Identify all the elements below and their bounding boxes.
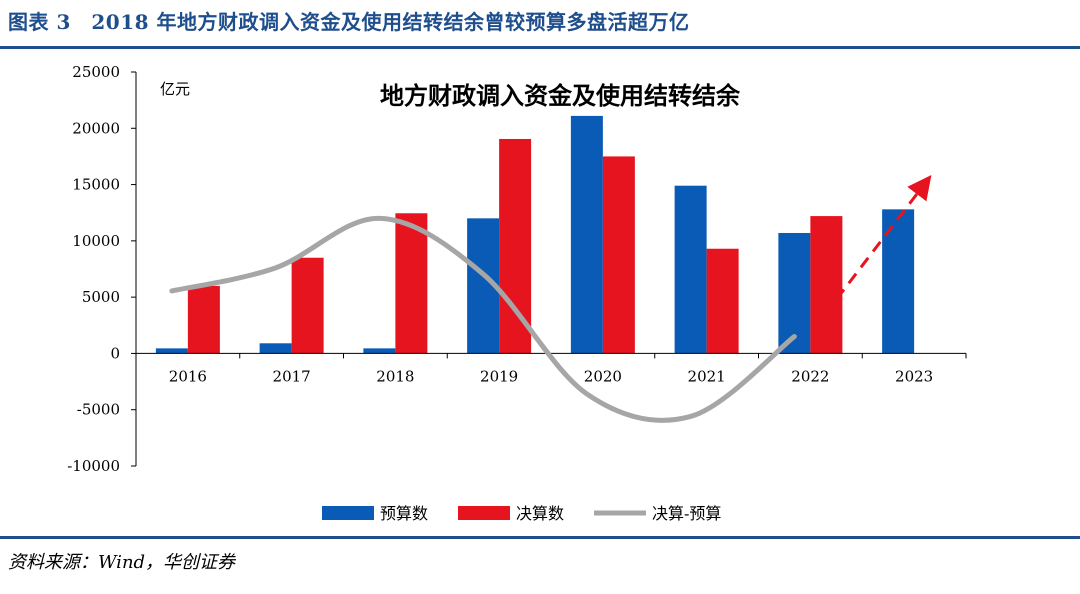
y-tick-label: 0 [110, 344, 120, 362]
source-note: 资料来源：Wind，华创证券 [8, 552, 236, 573]
x-tick-label: 2018 [376, 367, 414, 385]
budget-bar [155, 348, 188, 354]
final-bar [706, 248, 739, 354]
x-tick-label: 2019 [480, 367, 518, 385]
budget-bar [570, 115, 603, 354]
y-tick-label: 25000 [72, 63, 120, 81]
final-bar [187, 285, 220, 354]
final-bar [602, 156, 635, 354]
legend-budget-swatch [322, 506, 374, 520]
y-tick-label: -5000 [77, 401, 120, 419]
legend: 预算数 决算数 决算-预算 [322, 504, 721, 523]
chart: 25000 20000 15000 10000 5000 0 -5000 -10000 201… [67, 63, 967, 523]
final-bar [291, 257, 324, 354]
diff-line-group [169, 175, 932, 423]
budget-bar [363, 348, 396, 354]
legend-final-label: 决算数 [516, 504, 564, 523]
y-axis: 25000 20000 15000 10000 5000 0 -5000 -10000 [67, 63, 137, 475]
unit-label: 亿元 [160, 80, 190, 98]
y-tick-label: 20000 [72, 119, 120, 137]
final-bar [395, 213, 428, 354]
budget-bar [674, 185, 707, 354]
x-tick-label: 2020 [584, 367, 622, 385]
budget-bar [259, 343, 292, 354]
budget-bar [778, 232, 811, 354]
final-bar [810, 216, 843, 354]
chart-title: 地方财政调入资金及使用结转结余 [380, 81, 741, 110]
diff-line [169, 215, 797, 423]
final-bar [499, 138, 532, 354]
x-tick-label: 2021 [688, 367, 726, 385]
y-tick-label: -10000 [67, 457, 120, 475]
legend-budget-label: 预算数 [380, 504, 428, 523]
x-tick-label: 2017 [273, 367, 311, 385]
legend-diff-label: 决算-预算 [652, 504, 721, 523]
x-tick-label: 2016 [169, 367, 207, 385]
x-tick-label: 2022 [791, 367, 829, 385]
y-tick-label: 15000 [72, 176, 120, 194]
bottom-rule [0, 536, 1080, 539]
projection-arrow [811, 175, 932, 332]
y-tick-label: 10000 [72, 232, 120, 250]
y-tick-label: 5000 [82, 288, 120, 306]
bars [155, 115, 915, 354]
top-rule [0, 46, 1080, 49]
figure-title: 图表 3 2018 年地方财政调入资金及使用结转结余曾较预算多盘活超万亿 [8, 10, 690, 34]
x-tick-label: 2023 [895, 367, 933, 385]
legend-final-swatch [458, 506, 510, 520]
